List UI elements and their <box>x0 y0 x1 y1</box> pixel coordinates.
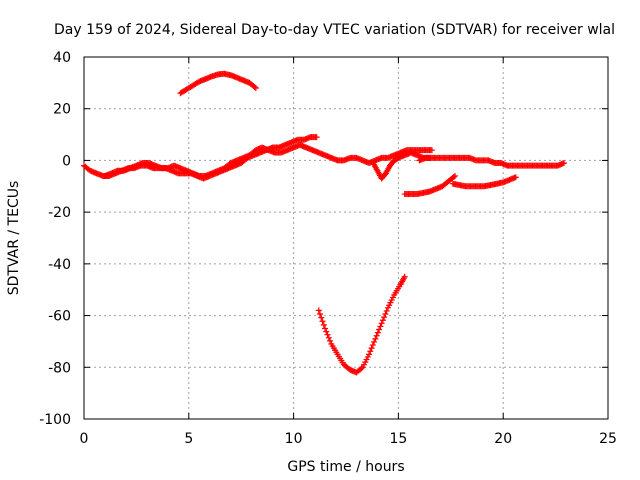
data-point <box>376 326 383 333</box>
data-point <box>315 307 322 314</box>
data-point <box>379 317 386 324</box>
y-tick-labels: -100 -80 -60 -40 -20 0 20 40 <box>39 50 71 428</box>
x-tick-label: 5 <box>184 431 193 447</box>
y-tick-label: 40 <box>53 50 71 66</box>
series-arc7 <box>401 172 458 198</box>
data-point <box>320 321 327 328</box>
data-point <box>373 332 380 339</box>
data-points <box>81 70 567 376</box>
data-point <box>358 365 365 372</box>
data-point <box>401 273 408 280</box>
y-tick-label: 20 <box>53 102 71 118</box>
data-point <box>252 85 259 92</box>
data-point <box>322 325 329 332</box>
series-arc3 <box>177 70 259 97</box>
data-point <box>368 345 375 352</box>
x-tick-label: 0 <box>80 431 89 447</box>
data-point <box>374 329 381 336</box>
data-point <box>381 314 388 321</box>
data-point <box>383 307 390 314</box>
y-tick-label: -80 <box>48 360 71 376</box>
series-arc4 <box>315 273 408 376</box>
axis-ticks <box>83 56 609 420</box>
data-point <box>512 174 519 181</box>
data-point <box>428 147 435 154</box>
x-axis-label: GPS time / hours <box>287 459 404 475</box>
y-axis-label: SDTVAR / TECUs <box>6 181 22 296</box>
series-arc8 <box>449 174 519 190</box>
data-point <box>451 172 458 179</box>
data-point <box>325 334 332 341</box>
y-tick-label: -40 <box>48 257 71 273</box>
y-tick-label: -100 <box>39 412 71 428</box>
data-point <box>371 338 378 345</box>
x-tick-label: 20 <box>494 431 512 447</box>
data-point <box>372 335 379 342</box>
data-point <box>450 173 457 180</box>
series-arc6 <box>416 154 567 169</box>
data-point <box>251 83 258 90</box>
chart-title: Day 159 of 2024, Sidereal Day-to-day VTE… <box>54 22 615 38</box>
data-point <box>560 160 567 167</box>
data-point <box>324 331 331 338</box>
data-point <box>382 311 389 318</box>
x-tick-label: 25 <box>599 431 617 447</box>
series-arc2 <box>101 141 435 179</box>
y-tick-label: -60 <box>48 309 71 325</box>
plot-frame <box>83 56 609 420</box>
data-point <box>378 320 385 327</box>
data-point <box>318 314 325 321</box>
data-point <box>377 323 384 330</box>
x-tick-label: 10 <box>285 431 303 447</box>
data-point <box>313 134 320 141</box>
data-point <box>323 328 330 335</box>
x-tick-label: 15 <box>389 431 407 447</box>
series-arc5 <box>370 149 433 182</box>
data-point <box>327 337 334 344</box>
data-point <box>367 348 374 355</box>
data-point <box>369 342 376 349</box>
y-tick-label: -20 <box>48 205 71 221</box>
data-point <box>317 311 324 318</box>
data-point <box>366 351 373 358</box>
y-tick-label: 0 <box>62 153 71 169</box>
data-point <box>319 318 326 325</box>
x-tick-labels: 0 5 10 15 20 25 <box>80 431 617 447</box>
